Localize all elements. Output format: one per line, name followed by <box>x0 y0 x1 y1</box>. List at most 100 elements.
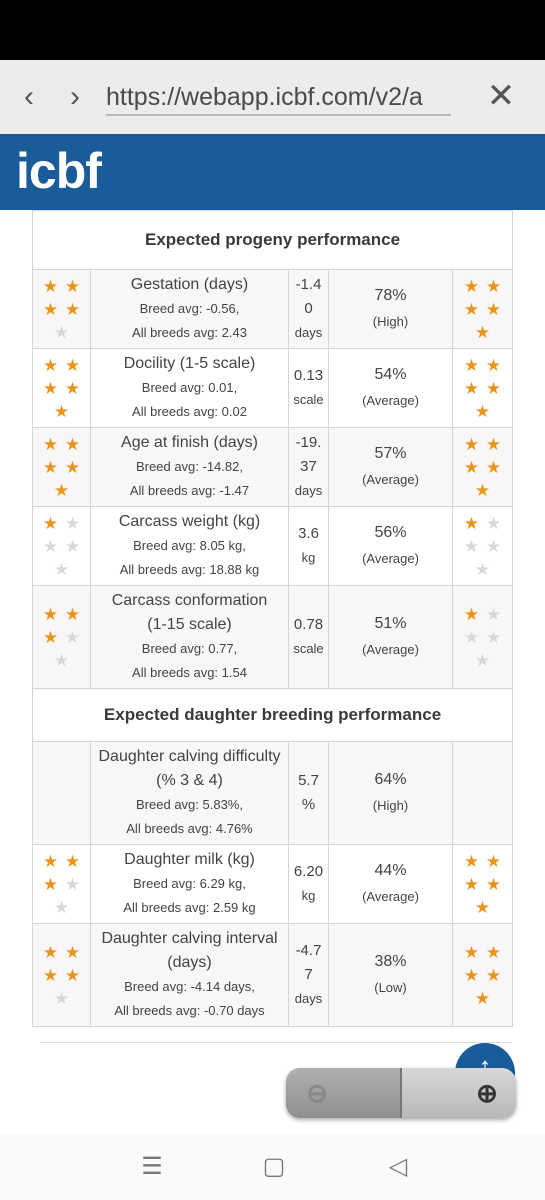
reliability-cell: 56% (Average) <box>328 506 453 586</box>
value-unit: days <box>294 991 323 1006</box>
value-cell: -1.4 0 days <box>288 269 329 349</box>
evaluation-table: Expected progeny performance ★ ★ ★ ★ ★ Gestati… <box>31 210 514 1027</box>
star-rating-left: ★ ★ ★ ★ ★ <box>32 269 91 349</box>
star-empty-icon: ★ <box>53 897 70 917</box>
star-empty-icon: ★ <box>485 627 502 647</box>
star-filled-icon: ★ <box>485 942 502 962</box>
recents-button[interactable]: ☰ <box>137 1150 167 1184</box>
back-button[interactable]: ‹ <box>12 78 46 116</box>
star-filled-icon: ★ <box>42 851 59 871</box>
reliability-percent: 64% <box>374 771 407 788</box>
star-filled-icon: ★ <box>463 355 480 375</box>
value-unit: % <box>301 796 316 813</box>
reliability-cell: 51% (Average) <box>328 585 453 689</box>
triangle-back-icon: ◁ <box>388 1153 408 1180</box>
star-group: ★ ★ ★ ★ ★ <box>38 941 86 1010</box>
star-group: ★ ★ ★ ★ ★ <box>459 603 507 672</box>
star-empty-icon: ★ <box>474 650 491 670</box>
zoom-out-button[interactable]: ⊖ <box>286 1068 400 1118</box>
star-filled-icon: ★ <box>42 627 59 647</box>
star-empty-icon: ★ <box>463 536 480 556</box>
zoom-in-button[interactable]: ⊕ <box>402 1068 516 1118</box>
all-breeds-average: All breeds avg: 18.88 kg <box>119 562 260 577</box>
star-filled-icon: ★ <box>463 604 480 624</box>
breed-average: Breed avg: 0.01, <box>141 380 238 395</box>
reliability-level: (Average) <box>362 642 419 657</box>
zoom-in-icon: ⊕ <box>476 1078 498 1108</box>
star-filled-icon: ★ <box>474 401 491 421</box>
table-row: ★ ★ ★ ★ ★ Carcass conformation (1-15 scale) Bre… <box>32 585 514 689</box>
star-filled-icon: ★ <box>64 604 81 624</box>
star-rating-right: ★ ★ ★ ★ ★ <box>451 923 514 1027</box>
reliability-level: (Average) <box>362 551 419 566</box>
value-unit: days <box>294 325 323 340</box>
all-breeds-average: All breeds avg: 2.59 kg <box>123 900 256 915</box>
forward-button[interactable]: › <box>58 78 92 116</box>
zoom-out-icon: ⊖ <box>306 1078 328 1108</box>
reliability-percent: 54% <box>374 366 407 383</box>
system-back-button[interactable]: ◁ <box>383 1150 413 1184</box>
chevron-left-icon: ‹ <box>24 80 34 113</box>
star-rating-left: ★ ★ ★ ★ ★ <box>32 348 91 428</box>
value-cell: 3.6 kg <box>288 506 329 586</box>
all-breeds-average: All breeds avg: -0.70 days <box>114 1003 265 1018</box>
value-cell: 0.78 scale <box>288 585 329 689</box>
table-row: ★ ★ ★ ★ ★ Carcass weight (kg) Breed avg: 8.05 … <box>32 506 514 586</box>
reliability-level: (High) <box>372 798 409 813</box>
star-filled-icon: ★ <box>485 434 502 454</box>
star-filled-icon: ★ <box>463 434 480 454</box>
star-filled-icon: ★ <box>42 965 59 985</box>
star-rating-right <box>451 741 514 845</box>
star-group: ★ ★ ★ ★ ★ <box>459 354 507 423</box>
value-unit: scale <box>293 641 324 656</box>
star-filled-icon: ★ <box>474 988 491 1008</box>
star-filled-icon: ★ <box>485 276 502 296</box>
home-button[interactable]: ▢ <box>259 1150 289 1184</box>
value-unit: scale <box>293 392 324 407</box>
icbf-logo[interactable]: icbf <box>16 143 102 199</box>
star-rating-left: ★ ★ ★ ★ ★ <box>32 844 91 924</box>
table-row: Daughter calving difficulty (% 3 & 4) Bree… <box>32 741 514 845</box>
star-filled-icon: ★ <box>64 434 81 454</box>
trait-cell: Daughter calving difficulty (% 3 & 4) Bree… <box>90 741 289 845</box>
star-filled-icon: ★ <box>42 874 59 894</box>
star-filled-icon: ★ <box>53 401 70 421</box>
star-filled-icon: ★ <box>463 378 480 398</box>
breed-average: Breed avg: 6.29 kg, <box>133 876 246 891</box>
star-group: ★ ★ ★ ★ ★ <box>38 433 86 502</box>
reliability-level: (Average) <box>362 472 419 487</box>
star-rating-right: ★ ★ ★ ★ ★ <box>451 427 514 507</box>
star-rating-right: ★ ★ ★ ★ ★ <box>451 844 514 924</box>
value: 37 <box>300 458 317 475</box>
breed-average: Breed avg: -0.56, <box>139 301 240 316</box>
evaluation-table-container: Expected progeny performance ★ ★ ★ ★ ★ Gestati… <box>31 210 514 1027</box>
star-empty-icon: ★ <box>53 559 70 579</box>
trait-name: (% 3 & 4) <box>156 772 223 789</box>
url-field[interactable]: https://webapp.icbf.com/v2/a <box>106 80 451 116</box>
star-filled-icon: ★ <box>42 513 59 533</box>
trait-cell: Daughter milk (kg) Breed avg: 6.29 kg, All… <box>90 844 289 924</box>
value: 3.6 <box>298 525 319 542</box>
star-empty-icon: ★ <box>64 627 81 647</box>
zoom-control: ⊖ ⊕ <box>286 1068 516 1118</box>
trait-cell: Daughter calving interval (days) Breed avg… <box>90 923 289 1027</box>
reliability-level: (Average) <box>362 393 419 408</box>
table-row: ★ ★ ★ ★ ★ Daughter calving interval (days) Bree… <box>32 923 514 1027</box>
reliability-percent: 57% <box>374 445 407 462</box>
reliability-level: (Low) <box>374 980 407 995</box>
star-filled-icon: ★ <box>485 851 502 871</box>
value-cell: 0.13 scale <box>288 348 329 428</box>
value-unit: kg <box>301 550 316 565</box>
close-button[interactable]: ✕ <box>484 76 518 116</box>
all-breeds-average: All breeds avg: -1.47 <box>129 483 250 498</box>
star-empty-icon: ★ <box>64 874 81 894</box>
trait-name: Daughter calving difficulty <box>98 748 281 765</box>
value: 0 <box>304 300 313 317</box>
star-filled-icon: ★ <box>64 457 81 477</box>
trait-name: Carcass weight (kg) <box>118 513 261 530</box>
star-filled-icon: ★ <box>64 965 81 985</box>
reliability-level: (Average) <box>362 889 419 904</box>
star-filled-icon: ★ <box>64 355 81 375</box>
trait-name: (1-15 scale) <box>147 616 232 633</box>
star-group: ★ ★ ★ ★ ★ <box>38 512 86 581</box>
